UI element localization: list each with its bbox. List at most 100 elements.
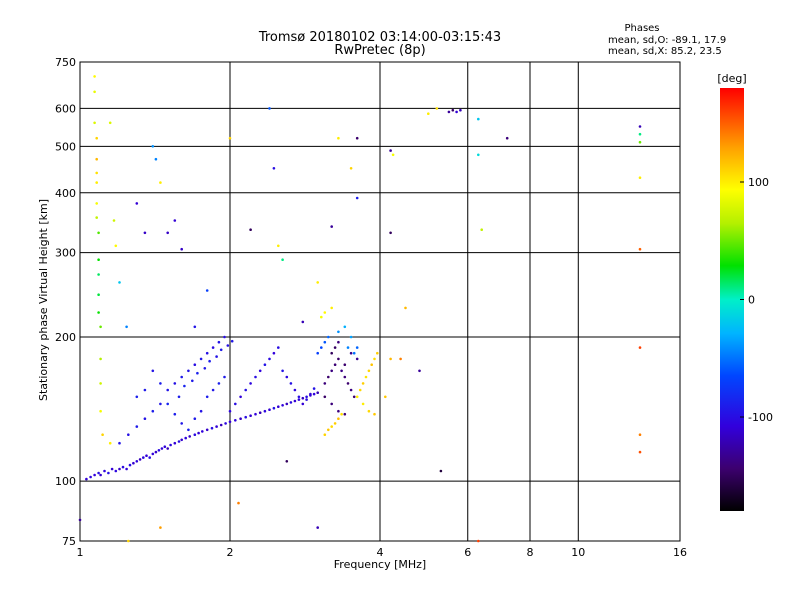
data-point xyxy=(349,388,353,392)
data-point xyxy=(358,388,362,392)
data-point xyxy=(355,395,359,399)
data-point xyxy=(228,420,232,424)
data-point xyxy=(199,357,203,361)
data-point xyxy=(391,153,395,157)
data-point xyxy=(297,395,301,399)
data-point xyxy=(89,475,92,479)
data-point xyxy=(309,392,312,396)
data-point xyxy=(223,335,226,339)
data-point xyxy=(263,409,267,413)
y-axis-label: Stationary phase Virtual Height [km] xyxy=(37,199,50,401)
data-point xyxy=(320,346,323,349)
data-point xyxy=(97,273,100,276)
colorbar-tick-label: 0 xyxy=(748,294,755,307)
data-point xyxy=(135,395,139,399)
data-point xyxy=(108,441,112,445)
data-point xyxy=(169,443,172,447)
data-point xyxy=(343,325,347,329)
data-point xyxy=(376,351,379,355)
data-point xyxy=(239,395,242,399)
data-point xyxy=(349,335,353,339)
data-point xyxy=(187,428,190,432)
data-point xyxy=(316,281,320,284)
data-point xyxy=(244,415,247,419)
y-tick-label: 75 xyxy=(62,535,76,548)
data-point xyxy=(277,346,280,349)
data-point xyxy=(297,398,301,401)
data-point xyxy=(352,351,356,355)
data-point xyxy=(337,409,340,413)
data-point xyxy=(103,469,106,473)
data-point xyxy=(219,423,223,427)
data-point xyxy=(327,335,330,339)
data-point xyxy=(268,357,271,361)
data-point xyxy=(203,367,207,370)
colorbar-tick-label: -100 xyxy=(748,411,773,424)
data-point xyxy=(244,388,247,392)
data-point xyxy=(160,447,164,450)
data-point xyxy=(193,325,197,329)
x-tick-label: 6 xyxy=(464,546,471,559)
data-point xyxy=(199,409,203,413)
data-point xyxy=(327,428,330,432)
data-point xyxy=(373,412,376,416)
data-point xyxy=(127,433,130,437)
data-point xyxy=(193,363,197,367)
data-point xyxy=(99,409,102,413)
data-point xyxy=(121,465,125,469)
data-point xyxy=(355,357,359,361)
data-point xyxy=(110,467,114,471)
data-point xyxy=(143,231,147,235)
data-point xyxy=(330,225,334,228)
data-point xyxy=(272,351,276,355)
data-point xyxy=(193,433,197,437)
data-point xyxy=(305,398,308,401)
data-point xyxy=(340,369,343,373)
x-tick-label: 16 xyxy=(673,546,687,559)
data-point xyxy=(427,112,430,115)
data-point xyxy=(128,463,132,467)
data-point xyxy=(228,136,232,140)
data-point xyxy=(159,526,162,529)
data-point xyxy=(320,315,323,319)
data-point xyxy=(118,281,121,284)
data-point xyxy=(352,395,356,399)
data-point xyxy=(143,388,147,392)
data-point xyxy=(343,375,347,379)
data-point xyxy=(293,399,297,403)
data-point xyxy=(219,348,223,352)
data-point xyxy=(289,401,293,404)
data-point xyxy=(337,340,340,344)
data-point xyxy=(333,422,337,425)
data-point xyxy=(505,136,509,140)
data-point xyxy=(151,369,155,373)
data-point xyxy=(254,375,257,379)
data-point xyxy=(224,422,227,425)
data-point xyxy=(323,311,327,314)
data-point xyxy=(215,425,218,428)
data-point xyxy=(97,258,100,262)
data-point xyxy=(404,306,407,310)
y-tick-label: 300 xyxy=(55,247,76,260)
data-point xyxy=(323,340,327,344)
data-point xyxy=(349,167,353,170)
data-point xyxy=(451,108,455,112)
data-point xyxy=(93,473,96,477)
data-point xyxy=(346,346,350,349)
data-point xyxy=(211,346,215,349)
data-point xyxy=(638,450,642,454)
data-point xyxy=(180,247,183,251)
x-tick-label: 2 xyxy=(227,546,234,559)
data-point xyxy=(399,357,402,361)
data-point xyxy=(166,388,169,392)
data-point xyxy=(135,425,139,428)
data-point xyxy=(361,382,365,385)
data-point xyxy=(289,382,293,385)
data-point xyxy=(205,351,209,355)
data-point xyxy=(384,395,387,399)
data-point xyxy=(145,454,148,458)
data-point xyxy=(234,402,237,406)
data-point xyxy=(135,202,139,205)
data-point xyxy=(249,228,252,231)
data-point xyxy=(477,117,480,121)
